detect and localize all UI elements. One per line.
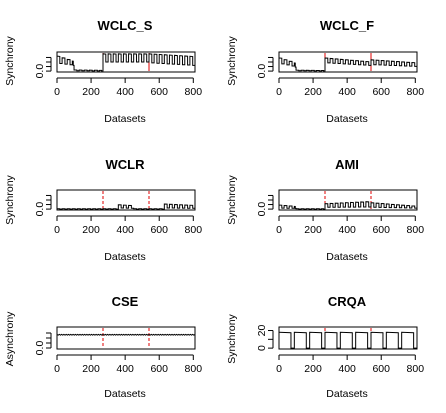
plot-area: 0 200 400 600 800 0.0 bbox=[256, 189, 425, 236]
y-axis-label: Synchrony bbox=[226, 313, 238, 363]
x-tick-label: 600 bbox=[150, 363, 168, 375]
x-tick-label: 600 bbox=[372, 224, 390, 236]
plot-frame bbox=[278, 326, 418, 350]
x-tick-label: 0 bbox=[54, 363, 60, 375]
panel-title: CRQA bbox=[328, 294, 367, 309]
plot-frame bbox=[56, 51, 196, 73]
x-tick-label: 200 bbox=[304, 363, 322, 375]
x-tick-label: 200 bbox=[304, 86, 322, 98]
y-axis-label: Synchrony bbox=[4, 35, 16, 85]
panel-wclc-s: WCLC_S Datasets Synchrony 0 200 400 600 8000… bbox=[4, 18, 202, 125]
plot-frame bbox=[278, 51, 418, 73]
x-tick-label: 800 bbox=[407, 224, 425, 236]
x-tick-label: 400 bbox=[338, 363, 356, 375]
x-tick-label: 0 bbox=[276, 363, 282, 375]
x-tick-label: 0 bbox=[54, 86, 60, 98]
y-axis-label: Synchrony bbox=[226, 174, 238, 224]
x-axis-label: Datasets bbox=[104, 251, 145, 263]
x-axis-label: Datasets bbox=[104, 388, 145, 400]
x-tick-label: 600 bbox=[372, 86, 390, 98]
x-tick-label: 800 bbox=[185, 363, 203, 375]
y-tick-label: 20 bbox=[256, 325, 268, 337]
series-line bbox=[56, 203, 195, 210]
x-tick-label: 400 bbox=[116, 363, 134, 375]
panel-title: WCLC_F bbox=[320, 18, 374, 33]
series-line bbox=[278, 331, 417, 349]
panel-ami: AMI Datasets Synchrony 0 200 400 600 800 0.0 bbox=[226, 157, 424, 263]
x-tick-label: 600 bbox=[372, 363, 390, 375]
x-tick-label: 200 bbox=[82, 363, 100, 375]
x-tick-label: 800 bbox=[185, 86, 203, 98]
x-tick-label: 200 bbox=[82, 86, 100, 98]
x-tick-label: 800 bbox=[407, 363, 425, 375]
y-tick-label: 0 bbox=[256, 345, 268, 351]
x-tick-label: 0 bbox=[54, 224, 60, 236]
panel-crqa: CRQA Datasets Synchrony 0 200 400 600 800 0 20 bbox=[226, 294, 424, 400]
series-line bbox=[278, 57, 417, 72]
x-tick-label: 0 bbox=[276, 86, 282, 98]
plot-area: 0 200 400 600 800 0 20 bbox=[256, 325, 424, 375]
plot-area: 0 200 400 600 800 0.0 bbox=[256, 51, 425, 98]
panel-title: WCLC_S bbox=[98, 18, 153, 33]
plot-frame bbox=[56, 326, 196, 350]
x-tick-label: 400 bbox=[116, 224, 134, 236]
x-axis-label: Datasets bbox=[104, 113, 145, 125]
series-line bbox=[56, 333, 196, 336]
panel-title: AMI bbox=[335, 157, 359, 172]
series-line bbox=[56, 53, 195, 72]
x-axis-label: Datasets bbox=[326, 388, 367, 400]
x-tick-label: 0 bbox=[276, 224, 282, 236]
y-tick-label: 0.0 bbox=[34, 64, 46, 79]
x-tick-label: 600 bbox=[150, 224, 168, 236]
plot-area: 0 200 400 600 800 0.0 bbox=[34, 51, 203, 98]
plot-area: 0 200 400 600 800 0.0 bbox=[34, 326, 203, 375]
y-tick-label: 0.0 bbox=[256, 64, 268, 79]
plot-frame bbox=[278, 189, 418, 211]
x-tick-label: 400 bbox=[338, 86, 356, 98]
y-axis-label: Asynchrony bbox=[4, 311, 16, 367]
y-tick-label: 0.0 bbox=[256, 202, 268, 217]
x-tick-label: 200 bbox=[82, 224, 100, 236]
x-axis-label: Datasets bbox=[326, 251, 367, 263]
panel-cse: CSE Datasets Asynchrony 0 200 400 600 800 0.0 bbox=[4, 294, 202, 400]
y-tick-label: 0.0 bbox=[34, 341, 46, 356]
panel-wclc-f: WCLC_F Datasets Synchrony 0 200 400 600 8000… bbox=[226, 18, 424, 125]
y-axis-label: Synchrony bbox=[4, 174, 16, 224]
x-tick-label: 200 bbox=[304, 224, 322, 236]
x-tick-label: 600 bbox=[150, 86, 168, 98]
x-tick-label: 400 bbox=[116, 86, 134, 98]
y-tick-label: 0.0 bbox=[34, 202, 46, 217]
plot-frame bbox=[56, 189, 196, 211]
panel-title: CSE bbox=[112, 294, 139, 309]
x-tick-label: 800 bbox=[185, 224, 203, 236]
x-axis-label: Datasets bbox=[326, 113, 367, 125]
panel-title: WCLR bbox=[106, 157, 146, 172]
x-tick-label: 400 bbox=[338, 224, 356, 236]
series-line bbox=[278, 201, 417, 210]
y-axis-label: Synchrony bbox=[226, 35, 238, 85]
plot-area: 0 200 400 600 800 0.0 bbox=[34, 189, 203, 236]
x-tick-label: 800 bbox=[407, 86, 425, 98]
panel-wclr: WCLR Datasets Synchrony 0 200 400 600 800 0.0 bbox=[4, 157, 202, 263]
